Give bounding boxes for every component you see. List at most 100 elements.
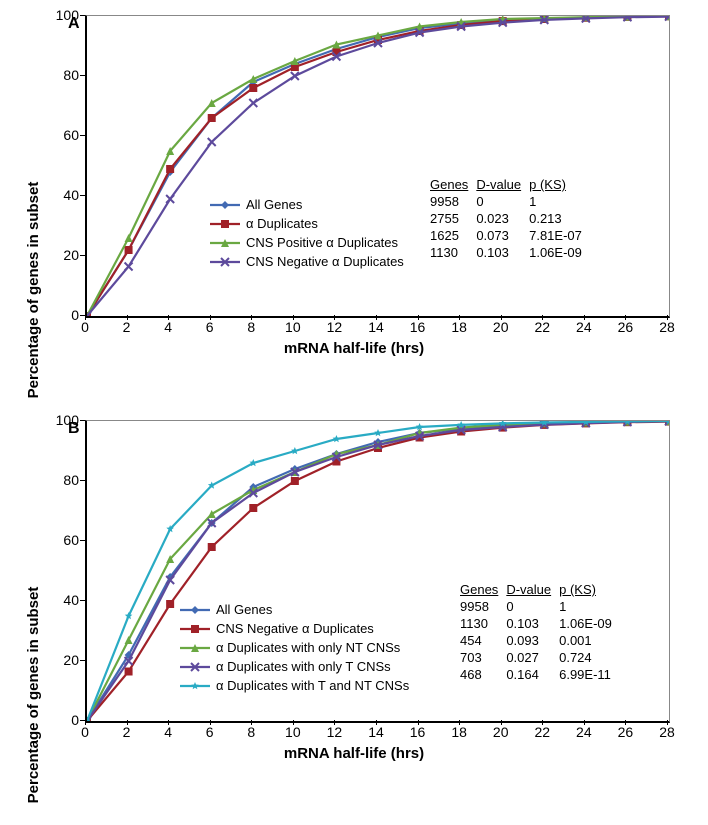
legend-label: All Genes <box>246 197 302 212</box>
xtick-mark <box>334 720 335 725</box>
series-marker <box>291 72 299 80</box>
series-marker <box>333 435 341 442</box>
series-marker <box>166 165 174 173</box>
xtick-mark <box>625 315 626 320</box>
stats-cell: 2755 <box>430 211 476 228</box>
legend-label: CNS Negative α Duplicates <box>216 621 374 636</box>
stats-row: 11300.1031.06E-09 <box>430 245 590 262</box>
stats-cell: 703 <box>460 650 506 667</box>
ytick-label: 20 <box>49 247 79 263</box>
legend-row: α Duplicates with only NT CNSs <box>180 638 409 657</box>
stats-cell: 0 <box>506 599 559 616</box>
stats-cell: 0.724 <box>559 650 620 667</box>
stats-cell: 7.81E-07 <box>529 228 590 245</box>
xtick-label: 16 <box>410 319 426 335</box>
xtick-label: 12 <box>327 319 343 335</box>
legend-swatch <box>180 660 210 674</box>
ytick-mark <box>80 75 85 76</box>
legend-label: α Duplicates with only NT CNSs <box>216 640 400 655</box>
xtick-mark <box>210 720 211 725</box>
series-marker <box>249 84 257 92</box>
xtick-mark <box>251 720 252 725</box>
panel-b-xlabel: mRNA half-life (hrs) <box>0 745 708 762</box>
stats-header: Genes <box>430 177 476 194</box>
xtick-mark <box>459 720 460 725</box>
xtick-label: 28 <box>659 319 675 335</box>
ytick-mark <box>80 600 85 601</box>
xtick-label: 20 <box>493 319 509 335</box>
legend-row: CNS Negative α Duplicates <box>210 252 404 271</box>
ytick-label: 40 <box>49 187 79 203</box>
stats-row: 4680.1646.99E-11 <box>460 667 620 684</box>
ytick-label: 60 <box>49 532 79 548</box>
xtick-mark <box>667 315 668 320</box>
xtick-mark <box>501 720 502 725</box>
xtick-mark <box>168 720 169 725</box>
legend-label: α Duplicates <box>246 216 318 231</box>
xtick-label: 2 <box>123 319 131 335</box>
xtick-mark <box>127 315 128 320</box>
panel-a: A Percentage of genes in subset mRNA hal… <box>0 0 708 405</box>
xtick-label: 26 <box>618 319 634 335</box>
legend-row: All Genes <box>210 195 404 214</box>
xtick-mark <box>625 720 626 725</box>
xtick-label: 12 <box>327 724 343 740</box>
series-marker <box>208 114 216 122</box>
stats-cell: 9958 <box>430 194 476 211</box>
legend-swatch <box>210 198 240 212</box>
series-marker <box>291 447 299 454</box>
ytick-label: 100 <box>49 412 79 428</box>
xtick-label: 14 <box>368 724 384 740</box>
ytick-label: 60 <box>49 127 79 143</box>
ytick-label: 0 <box>49 307 79 323</box>
series-marker <box>125 263 133 271</box>
stats-cell: 0.093 <box>506 633 559 650</box>
xtick-label: 0 <box>81 319 89 335</box>
panel-a-plot <box>85 15 670 318</box>
xtick-label: 10 <box>285 724 301 740</box>
series-marker <box>249 504 257 512</box>
xtick-label: 6 <box>206 319 214 335</box>
ytick-mark <box>80 540 85 541</box>
stats-cell: 6.99E-11 <box>559 667 620 684</box>
stats-header: p (KS) <box>559 582 620 599</box>
ytick-mark <box>80 15 85 16</box>
series-marker <box>291 477 299 485</box>
xtick-label: 14 <box>368 319 384 335</box>
stats-cell: 0.023 <box>476 211 529 228</box>
legend-swatch <box>180 641 210 655</box>
series-marker <box>125 246 133 254</box>
xtick-mark <box>85 720 86 725</box>
stats-cell: 0.103 <box>506 616 559 633</box>
xtick-label: 18 <box>451 724 467 740</box>
legend-row: CNS Negative α Duplicates <box>180 619 409 638</box>
stats-header: D-value <box>476 177 529 194</box>
xtick-label: 28 <box>659 724 675 740</box>
xtick-label: 0 <box>81 724 89 740</box>
legend-swatch <box>210 217 240 231</box>
ytick-label: 20 <box>49 652 79 668</box>
stats-header: D-value <box>506 582 559 599</box>
stats-cell: 1.06E-09 <box>559 616 620 633</box>
xtick-mark <box>376 720 377 725</box>
stats-cell: 1130 <box>430 245 476 262</box>
series-marker <box>374 429 382 436</box>
xtick-mark <box>501 315 502 320</box>
stats-row: 16250.0737.81E-07 <box>430 228 590 245</box>
legend-label: CNS Negative α Duplicates <box>246 254 404 269</box>
ytick-label: 0 <box>49 712 79 728</box>
stats-cell: 0.027 <box>506 650 559 667</box>
xtick-mark <box>210 315 211 320</box>
xtick-mark <box>334 315 335 320</box>
stats-header: p (KS) <box>529 177 590 194</box>
legend-swatch <box>180 603 210 617</box>
legend-swatch <box>210 236 240 250</box>
legend-row: α Duplicates with only T CNSs <box>180 657 409 676</box>
legend-row: All Genes <box>180 600 409 619</box>
xtick-label: 2 <box>123 724 131 740</box>
stats-cell: 0.103 <box>476 245 529 262</box>
xtick-label: 24 <box>576 724 592 740</box>
xtick-label: 18 <box>451 319 467 335</box>
series-marker <box>208 543 216 551</box>
stats-row: 27550.0230.213 <box>430 211 590 228</box>
